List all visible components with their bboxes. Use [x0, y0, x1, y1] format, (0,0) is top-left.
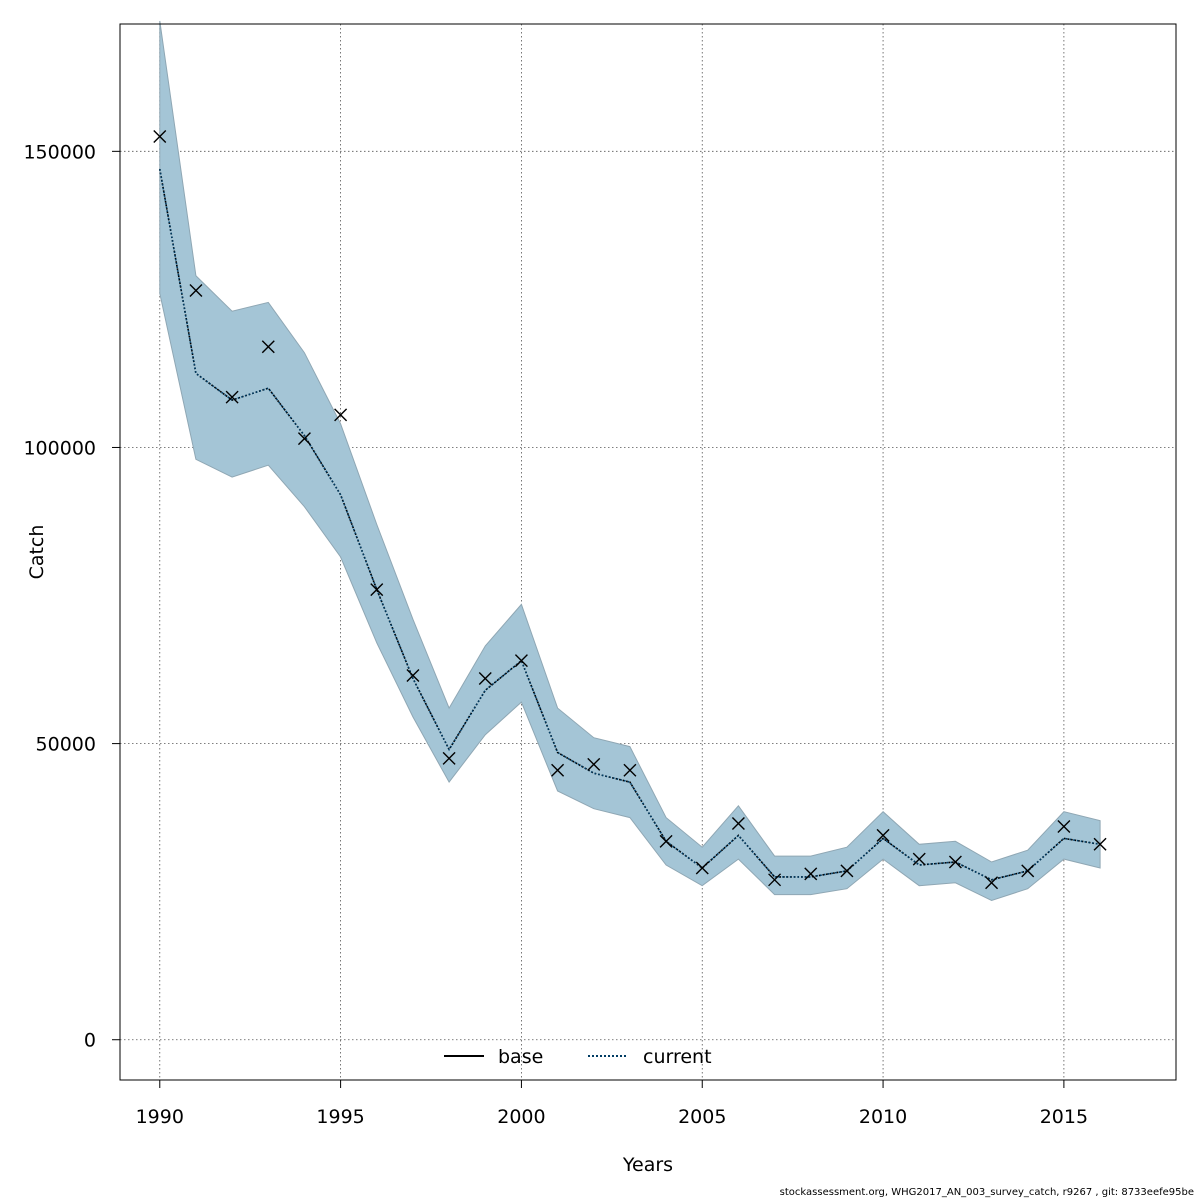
observed-point — [153, 130, 167, 144]
observed-point — [370, 583, 384, 597]
observed-point — [225, 390, 239, 404]
plot-frame — [119, 23, 1177, 1081]
observed-point — [659, 834, 673, 848]
x-tick-label: 1990 — [136, 1106, 184, 1128]
observed-point — [406, 668, 420, 682]
x-tick-label: 1995 — [316, 1106, 364, 1128]
observed-point — [297, 432, 311, 446]
observed-point — [695, 861, 709, 875]
observed-point — [514, 654, 528, 668]
observed-point — [189, 284, 203, 298]
observed-point — [478, 671, 492, 685]
x-tick-label: 2005 — [678, 1106, 726, 1128]
observed-point — [623, 763, 637, 777]
x-tick-label: 2010 — [859, 1106, 907, 1128]
y-tick-label: 0 — [84, 1030, 96, 1052]
observed-point — [985, 876, 999, 890]
y-tick-label: 100000 — [23, 437, 96, 459]
observed-point — [840, 864, 854, 878]
observed-point — [768, 873, 782, 887]
grid-lines — [120, 24, 1176, 1080]
observed-point — [261, 340, 275, 354]
observed-point — [876, 828, 890, 842]
observed-point — [948, 855, 962, 869]
x-tick-label: 2000 — [497, 1106, 545, 1128]
footer-note: stockassessment.org, WHG2017_AN_003_surv… — [779, 1187, 1194, 1198]
x-axis: 1990 1995 2000 2005 2010 2015 — [136, 1079, 1088, 1128]
legend-label-current: current — [643, 1046, 712, 1068]
observed-point — [587, 757, 601, 771]
y-tick-label: 50000 — [36, 734, 96, 756]
observed-point — [912, 852, 926, 866]
legend-label-base: base — [498, 1046, 543, 1068]
observed-point — [804, 867, 818, 881]
x-axis-title: Years — [622, 1154, 673, 1176]
legend: base current — [444, 1046, 712, 1068]
series-line-current — [159, 168, 1101, 881]
observed-point — [442, 751, 456, 765]
observed-point — [551, 763, 565, 777]
observed-point — [1057, 820, 1071, 834]
y-tick-label: 150000 — [23, 141, 96, 163]
series-line-base — [159, 168, 1101, 881]
observed-point — [1093, 837, 1107, 851]
observed-point — [1021, 864, 1035, 878]
observed-points — [153, 130, 1107, 890]
observed-point — [731, 817, 745, 831]
confidence-band — [159, 20, 1101, 902]
observed-point — [334, 408, 348, 422]
y-axis: 0 50000 100000 150000 — [23, 141, 120, 1052]
x-tick-label: 2015 — [1040, 1106, 1088, 1128]
y-axis-title: Catch — [26, 525, 48, 580]
